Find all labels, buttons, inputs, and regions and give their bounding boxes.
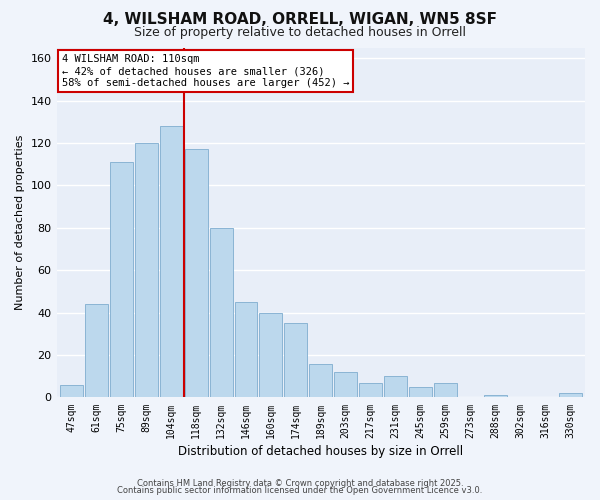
Bar: [284, 323, 307, 398]
Bar: [434, 382, 457, 398]
Text: 4, WILSHAM ROAD, ORRELL, WIGAN, WN5 8SF: 4, WILSHAM ROAD, ORRELL, WIGAN, WN5 8SF: [103, 12, 497, 28]
Bar: [409, 387, 432, 398]
Y-axis label: Number of detached properties: Number of detached properties: [15, 135, 25, 310]
Text: Contains public sector information licensed under the Open Government Licence v3: Contains public sector information licen…: [118, 486, 482, 495]
Bar: [259, 312, 283, 398]
Bar: [209, 228, 233, 398]
Text: Contains HM Land Registry data © Crown copyright and database right 2025.: Contains HM Land Registry data © Crown c…: [137, 478, 463, 488]
Bar: [334, 372, 357, 398]
Bar: [359, 382, 382, 398]
Bar: [85, 304, 108, 398]
Bar: [135, 143, 158, 398]
Text: 4 WILSHAM ROAD: 110sqm
← 42% of detached houses are smaller (326)
58% of semi-de: 4 WILSHAM ROAD: 110sqm ← 42% of detached…: [62, 54, 349, 88]
Bar: [235, 302, 257, 398]
Text: Size of property relative to detached houses in Orrell: Size of property relative to detached ho…: [134, 26, 466, 39]
Bar: [110, 162, 133, 398]
Bar: [60, 384, 83, 398]
Bar: [559, 393, 581, 398]
Bar: [185, 150, 208, 398]
Bar: [384, 376, 407, 398]
Bar: [160, 126, 182, 398]
Bar: [484, 396, 507, 398]
Bar: [310, 364, 332, 398]
X-axis label: Distribution of detached houses by size in Orrell: Distribution of detached houses by size …: [178, 444, 463, 458]
